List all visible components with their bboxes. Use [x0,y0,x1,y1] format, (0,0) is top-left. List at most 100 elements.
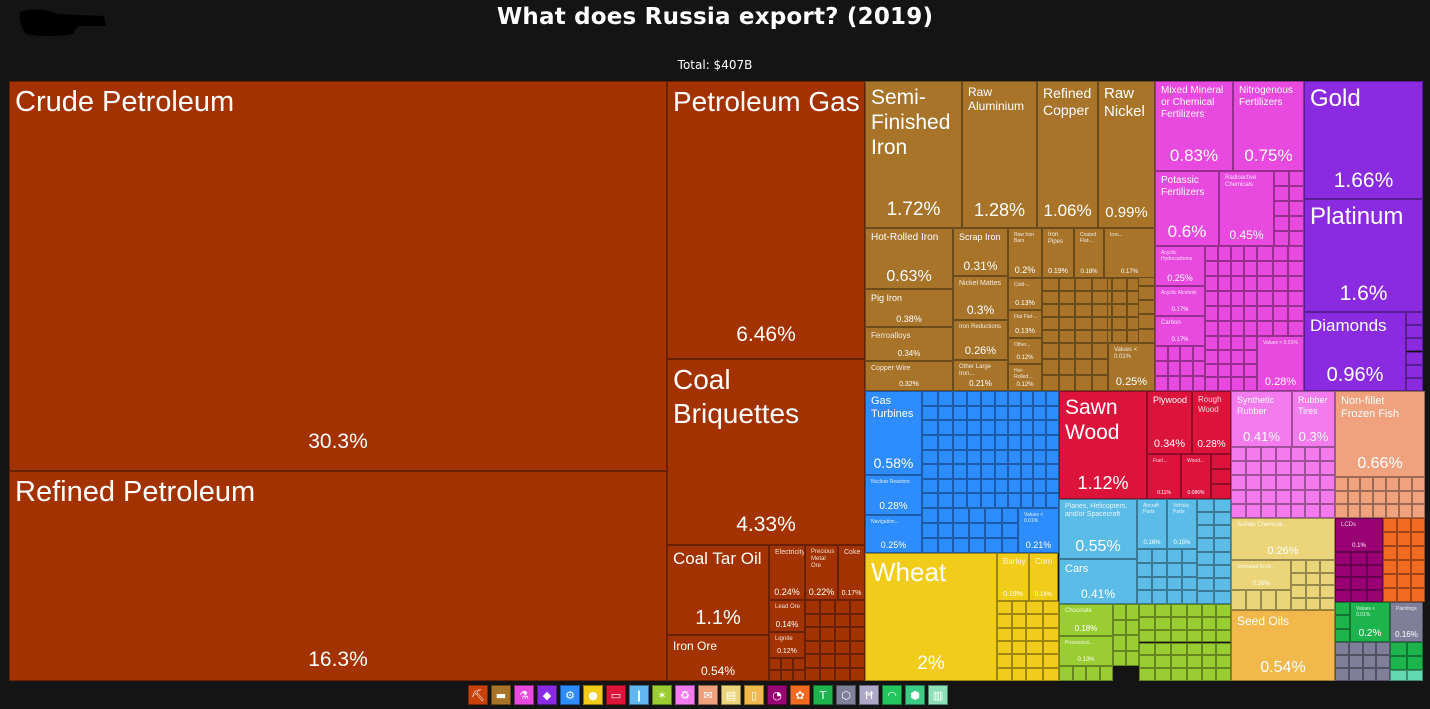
minor-product-tile[interactable] [1406,325,1423,339]
minor-product-tile[interactable] [1205,246,1218,261]
minor-product-tile[interactable] [1274,201,1289,216]
minor-product-tile[interactable] [1187,629,1202,643]
minor-product-tile[interactable] [1383,546,1397,560]
minor-product-tile[interactable] [1205,276,1218,291]
minor-product-tile[interactable] [1058,330,1075,343]
minor-product-tile[interactable] [1138,285,1155,300]
wheat-icon[interactable]: ✶ [652,685,672,705]
minor-product-tile[interactable] [1231,461,1246,476]
minor-product-tile[interactable] [1288,321,1304,336]
tile-corn[interactable]: Corn 0.16% [1029,553,1058,601]
minor-product-tile[interactable] [805,654,820,668]
minor-product-tile[interactable] [1216,668,1231,681]
minor-product-tile[interactable] [1214,512,1231,526]
minor-product-tile[interactable] [1231,321,1244,336]
minor-product-tile[interactable] [1033,420,1047,435]
minor-product-tile[interactable] [1137,562,1152,577]
minor-product-tile[interactable] [1020,464,1034,479]
tile-raw-nickel[interactable]: Raw Nickel 0.99% [1098,81,1155,228]
minor-product-tile[interactable] [1246,447,1261,462]
minor-product-tile[interactable] [1348,655,1363,668]
minor-product-tile[interactable] [1244,276,1257,291]
minor-product-tile[interactable] [1001,523,1018,538]
minor-product-tile[interactable] [1335,628,1350,642]
minor-product-tile[interactable] [1335,602,1350,616]
minor-product-tile[interactable] [1205,291,1218,306]
tile-cold-rolled[interactable]: Cold-... 0.13% [1008,278,1042,310]
minor-product-tile[interactable] [1290,461,1306,476]
tile-diamonds[interactable]: Diamonds 0.96% [1304,312,1406,391]
minor-product-tile[interactable] [1406,312,1423,326]
minor-product-tile[interactable] [1246,475,1261,490]
minor-product-tile[interactable] [1244,363,1257,378]
minor-product-tile[interactable] [805,600,820,614]
tile-copper-wire[interactable]: Copper Wire 0.32% [865,361,953,391]
minor-product-tile[interactable] [1026,641,1043,655]
minor-product-tile[interactable] [1376,668,1390,681]
minor-product-tile[interactable] [1216,629,1231,643]
minor-product-tile[interactable] [1272,321,1289,336]
tile-fuel-wood[interactable]: Fuel... 0.11% [1147,454,1181,499]
minor-product-tile[interactable] [781,669,793,681]
minor-product-tile[interactable] [1205,377,1218,391]
minor-product-tile[interactable] [1155,604,1171,617]
minor-product-tile[interactable] [1171,668,1187,681]
shell-icon[interactable]: ✿ [790,685,810,705]
bottle-icon[interactable]: ▯ [744,685,764,705]
minor-product-tile[interactable] [1155,655,1171,669]
tile-scrap-iron[interactable]: Scrap Iron 0.31% [953,228,1008,276]
minor-product-tile[interactable] [850,627,865,641]
minor-product-tile[interactable] [1182,590,1197,604]
minor-product-tile[interactable] [1042,330,1059,343]
tile-metals-small-values[interactable]: Values < 0.01% 0.25% [1108,343,1155,391]
minor-product-tile[interactable] [937,523,953,538]
minor-product-tile[interactable] [1218,377,1231,391]
minor-product-tile[interactable] [967,434,981,450]
minor-product-tile[interactable] [1214,564,1231,578]
minor-product-tile[interactable] [995,405,1008,421]
tile-iron-ore[interactable]: Iron Ore 0.54% [667,635,769,681]
minor-product-tile[interactable] [1383,532,1397,546]
minor-product-tile[interactable] [1167,346,1180,361]
tile-coke[interactable]: Coke 0.17% [838,545,865,600]
minor-product-tile[interactable] [1373,504,1386,518]
minor-product-tile[interactable] [1042,601,1059,615]
hide-icon[interactable]: ✉ [698,685,718,705]
minor-product-tile[interactable] [1059,666,1073,681]
minor-product-tile[interactable] [1305,560,1321,573]
minor-product-tile[interactable] [937,420,953,435]
minor-product-tile[interactable] [1020,405,1034,421]
minor-product-tile[interactable] [953,464,967,479]
minor-product-tile[interactable] [850,667,865,681]
minor-product-tile[interactable] [1155,629,1171,643]
minor-product-tile[interactable] [1026,614,1043,628]
minor-product-tile[interactable] [1042,614,1059,628]
tile-hot-rolled-misc[interactable]: Hot-Rolled... 0.12% [1008,364,1042,391]
minor-product-tile[interactable] [1305,475,1321,490]
minor-product-tile[interactable] [1289,186,1304,201]
minor-product-tile[interactable] [1305,447,1321,462]
minor-product-tile[interactable] [1406,364,1423,378]
minor-product-tile[interactable] [1152,549,1167,563]
minor-product-tile[interactable] [1274,186,1289,201]
minor-product-tile[interactable] [967,493,981,508]
minor-product-tile[interactable] [1137,549,1152,563]
minor-product-tile[interactable] [1192,376,1205,391]
minor-product-tile[interactable] [1091,291,1108,304]
minor-product-tile[interactable] [922,538,938,553]
minor-product-tile[interactable] [1126,650,1139,666]
minor-product-tile[interactable] [922,405,938,421]
tile-flat-flat[interactable]: Flat Flat-... 0.13% [1008,310,1042,338]
minor-product-tile[interactable] [1113,635,1126,651]
minor-product-tile[interactable] [1152,590,1167,604]
minor-product-tile[interactable] [1397,588,1411,602]
minor-product-tile[interactable] [1139,629,1155,643]
tile-electricity[interactable]: Electricity 0.24% [769,545,805,600]
minor-product-tile[interactable] [1257,261,1273,276]
minor-product-tile[interactable] [1197,590,1214,604]
tile-aircraft-parts[interactable]: Aircraft Parts 0.16% [1137,499,1167,549]
minor-product-tile[interactable] [1197,538,1214,552]
minor-product-tile[interactable] [1011,627,1026,641]
minor-product-tile[interactable] [1289,171,1304,186]
minor-product-tile[interactable] [1412,504,1425,518]
